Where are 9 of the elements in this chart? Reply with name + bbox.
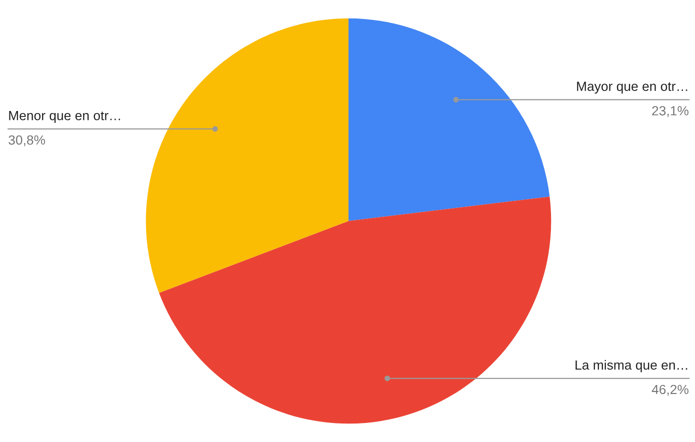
data-label: 23,1% <box>652 106 688 117</box>
slice-label: Menor que en otr… <box>9 111 120 123</box>
pie-slice <box>159 196 552 424</box>
pie-slice <box>146 18 349 293</box>
data-label: 46,2% <box>652 384 688 396</box>
data-label: 30,8% <box>8 135 46 146</box>
pie-slice <box>348 18 550 221</box>
slice-label: La misma que en… <box>576 360 688 372</box>
slice-label: Mayor que en otr… <box>577 82 688 94</box>
